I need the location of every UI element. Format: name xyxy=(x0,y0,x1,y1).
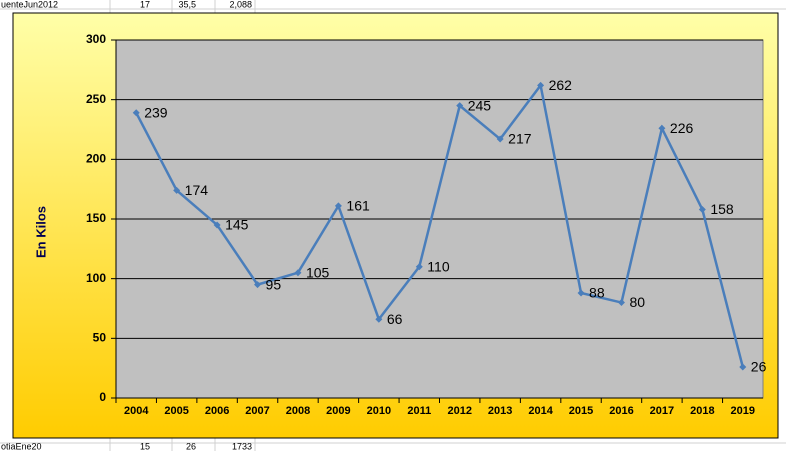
data-label: 158 xyxy=(710,201,734,217)
x-tick-label: 2016 xyxy=(609,405,633,417)
data-label: 217 xyxy=(508,131,532,147)
y-axis-label: En Kilos xyxy=(33,206,48,258)
data-label: 174 xyxy=(185,182,209,198)
data-label: 110 xyxy=(427,258,450,274)
x-tick-label: 2017 xyxy=(650,405,674,417)
data-label: 80 xyxy=(629,294,645,310)
x-tick-label: 2008 xyxy=(286,405,310,417)
y-tick-label: 150 xyxy=(86,211,106,225)
cell: 26 xyxy=(186,441,196,451)
marker xyxy=(496,135,504,143)
marker xyxy=(213,221,221,229)
x-tick-label: 2014 xyxy=(528,405,553,417)
x-tick-label: 2009 xyxy=(326,405,350,417)
data-label: 245 xyxy=(468,97,492,113)
x-tick-label: 2018 xyxy=(690,405,714,417)
marker xyxy=(537,81,545,89)
x-tick-label: 2019 xyxy=(731,405,755,417)
x-tick-label: 2013 xyxy=(488,405,512,417)
x-tick-label: 2004 xyxy=(124,405,149,417)
data-label: 161 xyxy=(346,198,370,214)
cell: uenteJun2012 xyxy=(1,0,58,9)
marker xyxy=(294,269,302,277)
y-tick-label: 0 xyxy=(99,390,106,404)
marker xyxy=(577,289,585,297)
y-tick-label: 250 xyxy=(86,92,106,106)
cell: 17 xyxy=(140,0,150,9)
cell: 35,5 xyxy=(178,0,196,9)
marker xyxy=(456,102,464,110)
data-label: 105 xyxy=(306,264,330,280)
data-label: 88 xyxy=(589,285,605,301)
data-label: 239 xyxy=(144,104,168,120)
marker xyxy=(254,281,262,289)
marker xyxy=(739,363,747,371)
y-tick-label: 100 xyxy=(86,271,106,285)
marker xyxy=(617,299,625,307)
data-label: 95 xyxy=(266,276,282,292)
cell: 1733 xyxy=(232,441,252,451)
data-label: 262 xyxy=(549,77,573,93)
data-line xyxy=(135,82,744,368)
x-tick-label: 2007 xyxy=(245,405,269,417)
data-label: 66 xyxy=(387,311,403,327)
marker xyxy=(173,186,181,194)
x-tick-label: 2012 xyxy=(447,405,471,417)
y-tick-label: 50 xyxy=(93,331,107,345)
cell: 15 xyxy=(140,441,150,451)
x-tick-label: 2005 xyxy=(164,405,188,417)
data-label: 226 xyxy=(670,120,694,136)
chart: 0 50 100 150 200 250 300 2004 2005 2006 2007 2008 20… xyxy=(86,32,767,417)
cell: 2,088 xyxy=(229,0,252,9)
cell: otiaEne20 xyxy=(1,441,42,451)
x-tick-label: 2006 xyxy=(205,405,229,417)
marker xyxy=(375,315,383,323)
data-label: 145 xyxy=(225,217,249,233)
data-label: 26 xyxy=(751,359,767,375)
marker xyxy=(334,202,342,210)
marker xyxy=(698,205,706,213)
y-tick-label: 200 xyxy=(86,152,106,166)
x-tick-label: 2010 xyxy=(367,405,391,417)
x-tick-label: 2011 xyxy=(407,405,431,417)
x-tick-label: 2015 xyxy=(569,405,593,417)
marker xyxy=(132,109,140,117)
marker xyxy=(415,263,423,271)
marker xyxy=(658,124,666,132)
y-tick-label: 300 xyxy=(86,32,106,46)
